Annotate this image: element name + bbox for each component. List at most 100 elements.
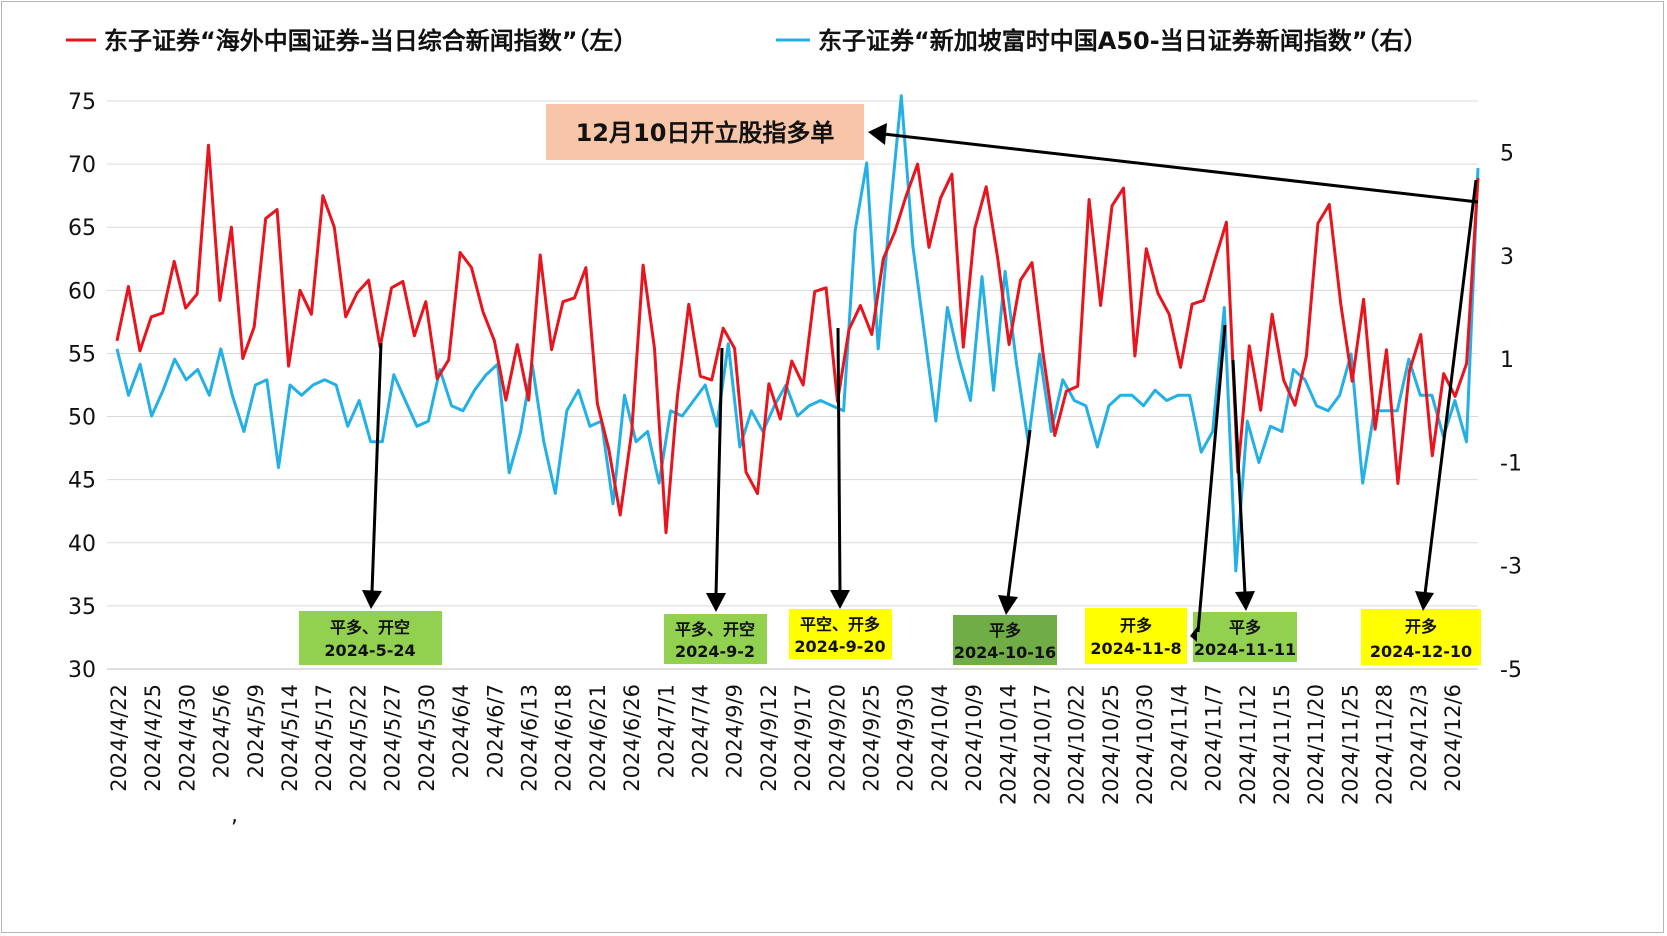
arrowhead — [362, 590, 382, 609]
x-tick-label: 2024/4/25 — [141, 684, 165, 792]
annotation-line-1: 平多 — [989, 621, 1021, 640]
y-right-tick-label: -5 — [1500, 658, 1522, 683]
arrow-9-20 — [836, 327, 842, 593]
annotation-2024-12-10: 开多 2024-12-10 — [1361, 609, 1481, 665]
arrow-12-10 — [1423, 179, 1478, 595]
x-tick-label: 2024/9/25 — [860, 684, 884, 792]
x-tick-label: 2024/6/21 — [586, 684, 610, 792]
annotation-2024-11-11: 平多 2024-11-11 — [1193, 612, 1297, 662]
annotation-line-1: 平多 — [1229, 618, 1261, 637]
x-tick-label: 2024/6/7 — [483, 684, 507, 778]
annotation-line-1: 平多、开空 — [330, 618, 410, 637]
x-tick-label: 2024/11/20 — [1304, 684, 1328, 805]
arrowhead — [830, 590, 850, 609]
arrowhead — [998, 595, 1018, 615]
annotation-line-2: 2024-11-11 — [1194, 640, 1296, 659]
x-tick-label: 2024/10/9 — [962, 684, 986, 792]
x-tick-label: 2024/9/30 — [894, 684, 918, 792]
arrowhead — [1235, 591, 1255, 611]
annotation-line-2: 2024-9-2 — [675, 642, 755, 661]
x-tick-label: 2024/9/9 — [723, 684, 747, 778]
annotation-box — [1193, 612, 1297, 662]
x-tick-label: 2024/7/1 — [654, 684, 678, 778]
arrow-11-8 — [1196, 324, 1227, 633]
annotation-box — [1085, 608, 1187, 664]
x-tick-label: 2024/12/3 — [1407, 684, 1431, 792]
x-tick-label: 2024/4/30 — [175, 684, 199, 792]
y-left-tick-label: 70 — [68, 153, 96, 178]
annotation-box — [664, 614, 767, 664]
x-tick-label: 2024/5/27 — [381, 684, 405, 792]
x-tick-label: 2024/11/25 — [1338, 684, 1362, 805]
y-axis-right: -5 -3 -1 1 3 5 — [1500, 142, 1522, 683]
y-right-tick-label: 3 — [1500, 245, 1514, 270]
x-axis: 2024/4/22 2024/4/25 2024/4/30 2024/5/6 2024/… — [107, 668, 1478, 805]
arrowhead — [868, 123, 887, 145]
x-tick-label: 2024/10/14 — [996, 684, 1020, 805]
x-tick-label: 2024/11/12 — [1236, 684, 1260, 805]
y-left-tick-label: 30 — [68, 658, 96, 683]
y-right-tick-label: -3 — [1500, 555, 1522, 580]
x-tick-label: 2024/9/20 — [825, 684, 849, 792]
series-line-left — [115, 143, 1480, 535]
y-left-tick-label: 65 — [68, 216, 96, 241]
x-tick-label: 2024/5/6 — [210, 684, 234, 778]
annotation-line-1: 开多 — [1405, 617, 1437, 636]
x-tick-label: 2024/5/17 — [312, 684, 336, 792]
x-tick-label: 2024/7/4 — [688, 684, 712, 778]
annotation-line-2: 2024-9-20 — [794, 637, 885, 656]
arrowhead — [1190, 627, 1197, 642]
x-tick-label: 2024/9/12 — [757, 684, 781, 792]
x-tick-label: 2024/10/4 — [928, 684, 952, 792]
y-left-tick-label: 60 — [68, 279, 96, 304]
annotation-line-1: 平空、开多 — [800, 615, 880, 634]
x-tick-label: 2024/6/26 — [620, 684, 644, 792]
y-right-tick-label: 1 — [1500, 348, 1514, 373]
annotation-2024-11-8: 开多 2024-11-8 — [1085, 608, 1187, 664]
y-right-tick-label: -1 — [1500, 451, 1522, 476]
annotation-2024-5-24: 平多、开空 2024-5-24 — [299, 611, 442, 665]
legend-label-left: 东子证券“海外中国证券-当日综合新闻指数”（左） — [104, 27, 638, 55]
annotation-line-2: 2024-5-24 — [324, 641, 415, 660]
x-tick-label: 2024/5/14 — [278, 684, 302, 792]
annotation-2024-9-2: 平多、开空 2024-9-2 — [664, 614, 767, 664]
gridlines — [107, 100, 1478, 670]
stray-mark: , — [231, 803, 238, 828]
x-tick-label: 2024/6/4 — [449, 684, 473, 778]
arrow-5-24 — [370, 342, 383, 593]
series-line-right — [115, 94, 1480, 573]
y-left-tick-label: 45 — [68, 469, 96, 494]
arrow-title — [883, 132, 1479, 204]
x-tick-label: 2024/11/7 — [1202, 684, 1226, 792]
series-lines — [115, 94, 1480, 573]
y-left-tick-label: 75 — [68, 90, 96, 115]
annotation-line-1: 平多、开空 — [675, 620, 755, 639]
annotation-box — [953, 615, 1057, 665]
annotation-title-text: 12月10日开立股指多单 — [576, 119, 835, 147]
annotation-line-2: 2024-10-16 — [954, 643, 1056, 662]
x-tick-label: 2024/6/18 — [552, 684, 576, 792]
x-tick-label: 2024/5/22 — [346, 684, 370, 792]
annotation-line-2: 2024-12-10 — [1370, 642, 1472, 661]
annotation-box — [1361, 609, 1481, 665]
x-tick-label: 2024/10/22 — [1065, 684, 1089, 805]
x-tick-label: 2024/6/13 — [517, 684, 541, 792]
y-left-tick-label: 50 — [68, 406, 96, 431]
annotation-box — [789, 609, 892, 659]
x-tick-label: 2024/4/22 — [107, 684, 131, 792]
arrowhead — [706, 593, 726, 612]
x-tick-label: 2024/5/9 — [244, 684, 268, 778]
x-tick-label: 2024/9/17 — [791, 684, 815, 792]
x-tick-label: 2024/5/30 — [415, 684, 439, 792]
annotation-box — [299, 611, 442, 665]
legend-label-right: 东子证券“新加坡富时中国A50-当日证券新闻指数”（右） — [818, 27, 1427, 55]
y-left-tick-label: 55 — [68, 342, 96, 367]
arrow-11-11 — [1231, 359, 1247, 595]
arrow-10-16 — [1006, 429, 1032, 599]
arrowhead — [1415, 591, 1434, 611]
y-left-tick-label: 40 — [68, 532, 96, 557]
annotation-2024-9-20: 平空、开多 2024-9-20 — [789, 609, 892, 659]
annotation-line-2: 2024-11-8 — [1090, 639, 1181, 658]
